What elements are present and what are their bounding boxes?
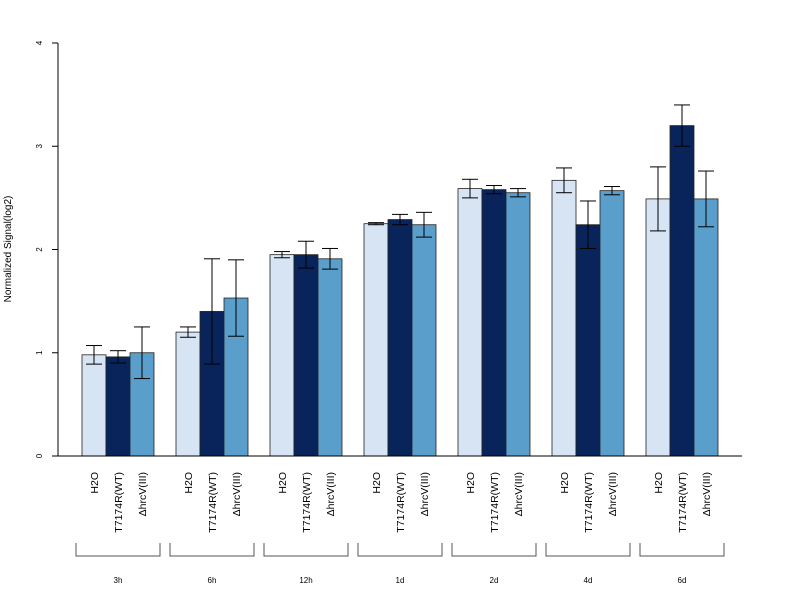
group-bracket [357, 543, 443, 557]
bar-1d-1 [387, 219, 413, 457]
y-tick-label: 4 [35, 40, 44, 45]
bar-3h-1 [105, 356, 131, 457]
group-bracket [169, 543, 255, 557]
bar-2d-2 [505, 192, 531, 457]
category-label: H2O [89, 472, 101, 494]
category-label: H2O [653, 472, 665, 494]
category-label: T7174R(WT) [207, 472, 219, 533]
bar-6d-1 [669, 125, 695, 457]
group-bracket [263, 543, 349, 557]
category-label: ΔhrcV(III) [231, 472, 243, 516]
y-axis: 0 1 2 3 4 [35, 40, 59, 458]
category-label: H2O [371, 472, 383, 494]
category-label: H2O [277, 472, 289, 494]
category-label: T7174R(WT) [583, 472, 595, 533]
group-label: 6d [678, 576, 687, 585]
group-label: 12h [299, 576, 312, 585]
category-label: H2O [183, 472, 195, 494]
category-label: H2O [559, 472, 571, 494]
x-category-labels: H2O T7174R(WT) ΔhrcV(III) H2O T7174R(WT) Δhrc… [89, 472, 713, 533]
bar-12h-2 [317, 258, 343, 457]
category-label: ΔhrcV(III) [701, 472, 713, 516]
error-bars [86, 104, 714, 380]
bar-2d-0 [457, 188, 483, 457]
y-tick-label: 2 [35, 247, 44, 252]
bar-1d-2 [411, 224, 437, 457]
bar-4d-0 [551, 179, 577, 457]
category-label: T7174R(WT) [489, 472, 501, 533]
bar-12h-0 [269, 254, 295, 457]
category-label: ΔhrcV(III) [607, 472, 619, 516]
category-label: ΔhrcV(III) [137, 472, 149, 516]
bar-4d-1 [575, 224, 601, 457]
category-label: T7174R(WT) [301, 472, 313, 533]
bar-4d-2 [599, 190, 625, 457]
bar-6h-0 [175, 331, 201, 457]
group-bracket [545, 543, 631, 557]
category-label: ΔhrcV(III) [513, 472, 525, 516]
category-label: H2O [465, 472, 477, 494]
group-bracket [75, 543, 161, 557]
category-label: T7174R(WT) [677, 472, 689, 533]
category-label: T7174R(WT) [395, 472, 407, 533]
y-tick-label: 3 [35, 143, 44, 148]
category-label: ΔhrcV(III) [419, 472, 431, 516]
bars [81, 125, 719, 457]
y-tick-label: 0 [35, 453, 44, 458]
category-label: T7174R(WT) [113, 472, 125, 533]
bar-1d-0 [363, 223, 389, 457]
group-labels: 3h 6h 12h 1d 2d 4d 6d [75, 543, 725, 585]
y-tick-label: 1 [35, 350, 44, 355]
group-bracket [639, 543, 725, 557]
group-label: 3h [114, 576, 123, 585]
group-bracket [451, 543, 537, 557]
bar-6d-0 [645, 198, 671, 457]
bar-6d-2 [693, 198, 719, 457]
bar-12h-1 [293, 254, 319, 457]
bar-2d-1 [481, 189, 507, 457]
group-label: 4d [584, 576, 593, 585]
group-label: 6h [208, 576, 217, 585]
category-label: ΔhrcV(III) [325, 472, 337, 516]
bar-3h-0 [81, 354, 107, 457]
group-label: 2d [490, 576, 499, 585]
y-axis-title: Normalized Signal(log2) [3, 196, 14, 303]
group-label: 1d [396, 576, 405, 585]
